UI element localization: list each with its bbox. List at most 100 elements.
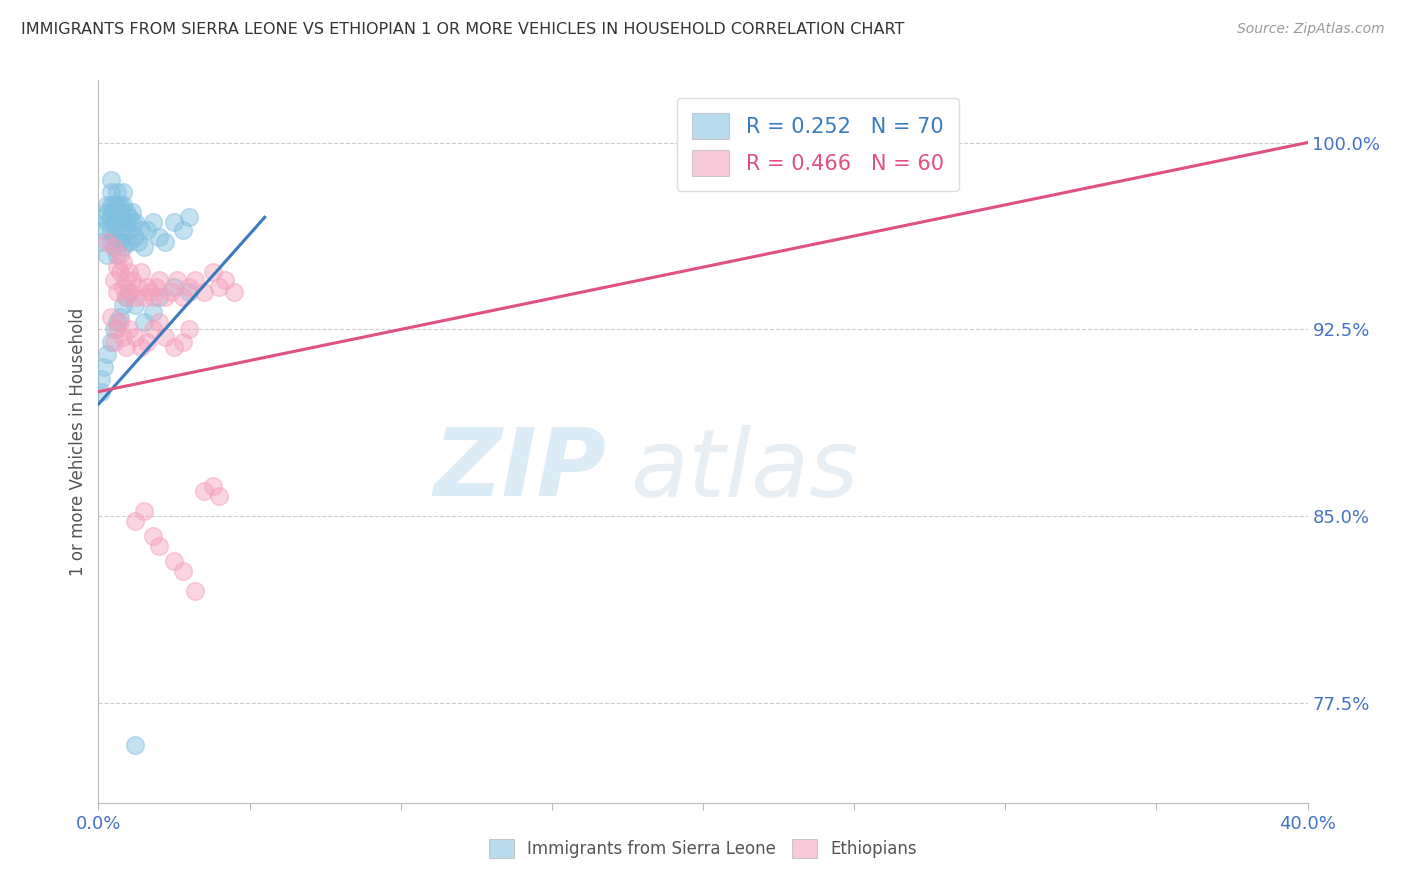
Point — [142, 529, 165, 543]
Point — [148, 230, 170, 244]
Point — [103, 272, 125, 286]
Point — [103, 198, 125, 212]
Point — [111, 198, 134, 212]
Point — [103, 334, 125, 349]
Point — [124, 230, 146, 244]
Point — [93, 211, 115, 225]
Point — [105, 186, 128, 200]
Point — [108, 265, 131, 279]
Point — [208, 489, 231, 503]
Text: IMMIGRANTS FROM SIERRA LEONE VS ETHIOPIAN 1 OR MORE VEHICLES IN HOUSEHOLD CORREL: IMMIGRANTS FROM SIERRA LEONE VS ETHIOPIA… — [21, 22, 904, 37]
Point — [105, 248, 128, 262]
Point — [193, 285, 215, 299]
Point — [105, 285, 128, 299]
Point — [193, 484, 215, 499]
Point — [103, 322, 125, 336]
Point — [114, 272, 136, 286]
Point — [148, 290, 170, 304]
Point — [163, 340, 186, 354]
Point — [90, 384, 112, 399]
Point — [93, 359, 115, 374]
Point — [108, 235, 131, 250]
Point — [148, 539, 170, 553]
Point — [132, 504, 155, 518]
Point — [108, 198, 131, 212]
Point — [105, 322, 128, 336]
Point — [163, 280, 186, 294]
Point — [129, 265, 152, 279]
Point — [105, 315, 128, 329]
Point — [132, 240, 155, 254]
Point — [179, 322, 201, 336]
Point — [105, 260, 128, 274]
Point — [121, 205, 143, 219]
Point — [111, 297, 134, 311]
Point — [105, 198, 128, 212]
Point — [153, 290, 176, 304]
Point — [184, 584, 207, 599]
Point — [108, 248, 131, 262]
Point — [129, 223, 152, 237]
Point — [160, 285, 183, 299]
Y-axis label: 1 or more Vehicles in Household: 1 or more Vehicles in Household — [69, 308, 87, 575]
Point — [124, 514, 146, 528]
Point — [179, 280, 201, 294]
Point — [118, 285, 141, 299]
Point — [129, 340, 152, 354]
Point — [114, 290, 136, 304]
Point — [118, 265, 141, 279]
Point — [127, 235, 149, 250]
Point — [179, 211, 201, 225]
Point — [142, 215, 165, 229]
Point — [135, 334, 157, 349]
Point — [103, 215, 125, 229]
Point — [124, 297, 146, 311]
Point — [202, 479, 225, 493]
Point — [114, 215, 136, 229]
Point — [145, 280, 167, 294]
Point — [93, 223, 115, 237]
Point — [105, 211, 128, 225]
Point — [100, 334, 122, 349]
Point — [224, 285, 246, 299]
Point — [172, 290, 194, 304]
Point — [100, 211, 122, 225]
Point — [118, 223, 141, 237]
Point — [103, 240, 125, 254]
Point — [135, 223, 157, 237]
Point — [108, 315, 131, 329]
Point — [148, 272, 170, 286]
Point — [163, 554, 186, 568]
Point — [100, 223, 122, 237]
Point — [214, 272, 236, 286]
Point — [166, 272, 188, 286]
Point — [135, 280, 157, 294]
Point — [124, 739, 146, 753]
Point — [124, 290, 146, 304]
Point — [100, 198, 122, 212]
Point — [114, 340, 136, 354]
Point — [132, 290, 155, 304]
Point — [124, 330, 146, 344]
Point — [139, 285, 162, 299]
Point — [208, 280, 231, 294]
Point — [111, 280, 134, 294]
Legend: Immigrants from Sierra Leone, Ethiopians: Immigrants from Sierra Leone, Ethiopians — [481, 830, 925, 867]
Point — [96, 248, 118, 262]
Point — [121, 272, 143, 286]
Point — [100, 310, 122, 324]
Text: ZIP: ZIP — [433, 425, 606, 516]
Point — [111, 223, 134, 237]
Text: Source: ZipAtlas.com: Source: ZipAtlas.com — [1237, 22, 1385, 37]
Point — [163, 215, 186, 229]
Point — [111, 330, 134, 344]
Point — [96, 235, 118, 250]
Point — [148, 315, 170, 329]
Point — [105, 235, 128, 250]
Point — [202, 265, 225, 279]
Point — [111, 240, 134, 254]
Point — [100, 173, 122, 187]
Point — [111, 255, 134, 269]
Point — [184, 272, 207, 286]
Point — [118, 322, 141, 336]
